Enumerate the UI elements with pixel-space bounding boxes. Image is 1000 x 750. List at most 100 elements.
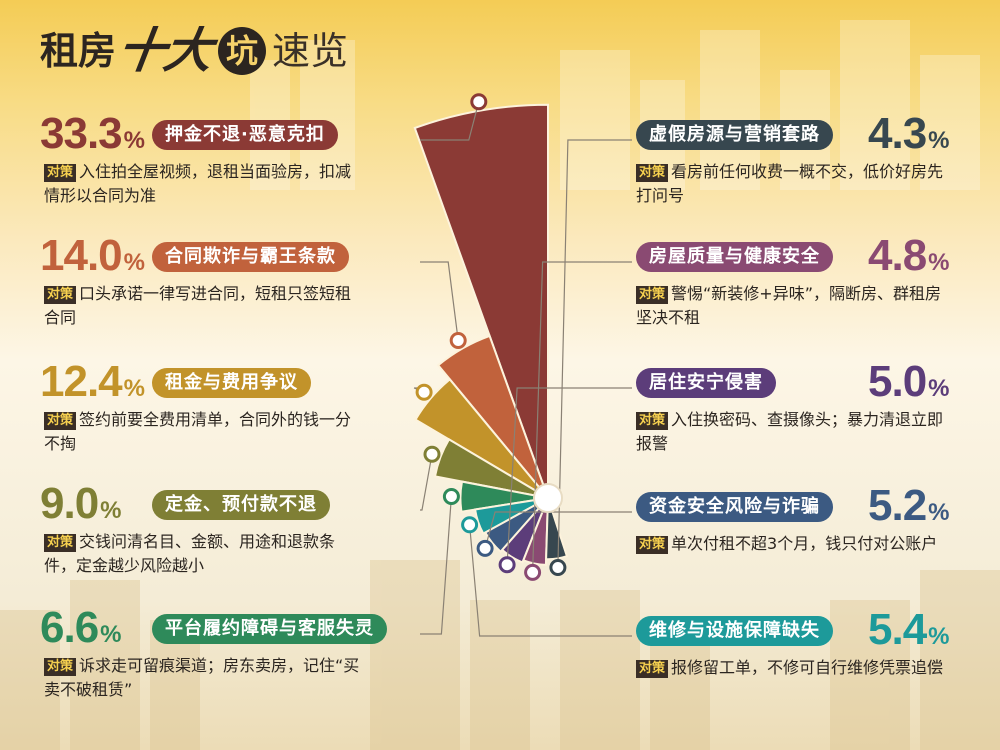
percentage-unit: % [928,127,949,154]
category-label: 定金、预付款不退 [152,490,330,520]
leader-line-2 [420,261,459,341]
percentage-value: 9.0 [40,479,99,528]
countermeasure-tag: 对策 [636,286,669,304]
category-label: 押金不退·恶意克扣 [152,120,338,150]
percentage-label: 5.2% [868,481,950,537]
countermeasure-tag: 对策 [636,412,669,430]
leader-line-5 [420,496,452,635]
percentage-value: 12.4 [40,357,123,406]
percentage-label: 14.0% [40,231,145,287]
percentage-value: 4.8 [868,231,927,280]
countermeasure-body: 报修留工单，不修可自行维修凭票追偿 [671,658,944,677]
percentage-label: 12.4% [40,357,145,413]
countermeasure-text: 对策 警惕“新装修+异味”，隔断房、群租房坚决不租 [636,282,956,330]
countermeasure-text: 对策 报修留工单，不修可自行维修凭票追偿 [636,656,956,680]
chart-center-hub [533,483,563,513]
countermeasure-tag: 对策 [636,536,669,554]
category-label: 虚假房源与营销套路 [636,120,833,150]
countermeasure-body: 交钱问清名目、金额、用途和退款条件，定金越少风险越小 [44,532,336,575]
percentage-unit: % [100,497,121,524]
leader-line-9 [532,261,632,573]
rose-wedge-1 [413,103,549,499]
percentage-label: 6.6% [40,603,122,659]
category-label: 维修与设施保障缺失 [636,616,833,646]
countermeasure-text: 对策 看房前任何收费一概不交，低价好房先打问号 [636,160,956,208]
title-part-1: 租房 [40,29,117,73]
rose-wedge-2 [436,334,549,499]
countermeasure-body: 签约前要全费用清单，合同外的钱一分不掏 [44,410,352,453]
percentage-unit: % [928,249,949,276]
value-marker-8 [498,556,516,574]
countermeasure-text: 对策 口头承诺一律写进合同，短租只签短租合同 [44,282,364,330]
category-label: 合同欺诈与霸王条款 [152,242,349,272]
value-marker-4 [423,445,441,463]
category-label: 居住安宁侵害 [636,368,776,398]
percentage-value: 14.0 [40,231,123,280]
value-marker-1 [470,93,488,111]
value-marker-10 [549,559,567,576]
title-part-3-badge: 坑 [218,27,267,75]
countermeasure-body: 警惕“新装修+异味”，隔断房、群租房坚决不租 [636,284,942,327]
countermeasure-body: 口头承诺一律写进合同，短租只签短租合同 [44,284,352,327]
percentage-unit: % [123,127,145,154]
percentage-value: 5.2 [868,481,927,530]
value-marker-3 [415,383,433,401]
countermeasure-tag: 对策 [636,164,669,182]
percentage-unit: % [123,249,145,276]
rose-wedge-8 [500,497,549,564]
percentage-label: 5.4% [868,605,950,661]
leader-line-10 [557,139,632,568]
leader-line-1 [420,101,480,141]
countermeasure-text: 对策 交钱问清名目、金额、用途和退款条件，定金越少风险越小 [44,530,364,578]
value-marker-7 [476,539,494,557]
value-marker-2 [449,332,467,349]
countermeasure-body: 看房前任何收费一概不交，低价好房先打问号 [636,162,944,205]
countermeasure-body: 诉求走可留痕渠道；房东卖房，记住“买卖不破租赁” [44,656,360,699]
percentage-value: 5.4 [868,605,927,654]
category-label: 房屋质量与健康安全 [636,242,833,272]
percentage-unit: % [928,499,949,526]
percentage-label: 4.8% [868,231,950,287]
rose-wedge-9 [522,497,549,566]
countermeasure-text: 对策 入住换密码、查摄像头；暴力清退立即报警 [636,408,956,456]
countermeasure-text: 对策 入住拍全屋视频，退租当面验房，扣减情形以合同为准 [44,160,364,208]
percentage-label: 4.3% [868,110,950,165]
title-part-4: 速览 [272,29,349,73]
percentage-value: 5.0 [868,357,927,406]
percentage-label: 5.0% [868,357,950,413]
countermeasure-body: 单次付租不超3个月，钱只付对公账户 [671,534,938,553]
rose-wedge-10 [545,497,569,561]
rose-wedge-4 [433,438,549,499]
percentage-value: 6.6 [40,603,99,652]
percentage-unit: % [928,623,949,650]
countermeasure-tag: 对策 [636,660,669,678]
countermeasure-tag: 对策 [44,164,77,182]
percentage-label: 33.3% [40,109,145,165]
countermeasure-tag: 对策 [44,286,77,304]
category-label: 资金安全风险与诈骗 [636,492,833,522]
percentage-unit: % [123,375,145,402]
category-label: 租金与费用争议 [152,368,311,398]
countermeasure-tag: 对策 [44,534,77,552]
percentage-label: 9.0% [40,479,122,535]
leader-line-6 [469,524,632,637]
percentage-unit: % [928,375,949,402]
countermeasure-text: 对策 单次付租不超3个月，钱只付对公账户 [636,532,956,556]
category-label: 平台履约障碍与客服失灵 [152,614,387,644]
page-title: 租房 十大 坑 速览 [40,23,349,79]
countermeasure-tag: 对策 [44,412,77,430]
rose-wedge-5 [459,480,549,513]
leader-line-8 [506,387,632,565]
leader-line-4 [420,454,433,511]
countermeasure-text: 对策 诉求走可留痕渠道；房东卖房，记住“买卖不破租赁” [44,654,364,702]
percentage-value: 33.3 [40,109,123,158]
countermeasure-body: 入住换密码、查摄像头；暴力清退立即报警 [636,410,944,453]
value-marker-9 [524,563,542,581]
leader-line-7 [484,511,632,549]
rose-wedge-3 [414,377,549,499]
countermeasure-text: 对策 签约前要全费用清单，合同外的钱一分不掏 [44,408,364,456]
countermeasure-tag: 对策 [44,658,77,676]
countermeasure-body: 入住拍全屋视频，退租当面验房，扣减情形以合同为准 [44,162,352,205]
